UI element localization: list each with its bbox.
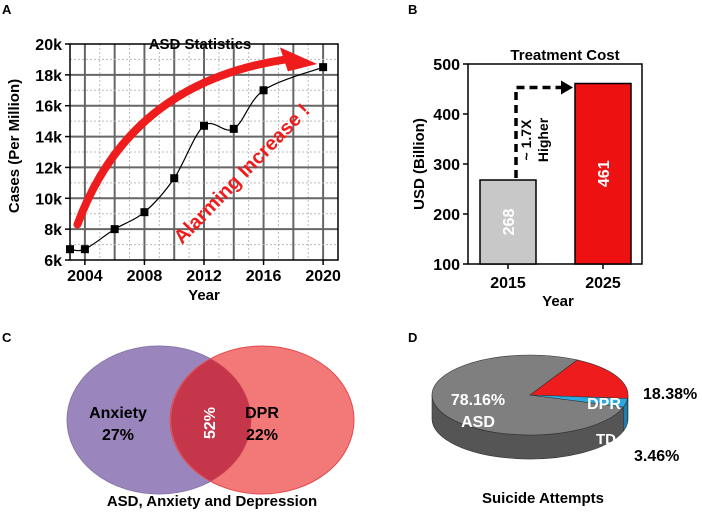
panel-b-xtick-label: 2025	[585, 275, 621, 292]
panel-b-annotation-1: ~ 1.7X	[518, 119, 534, 161]
panel-b-annotation-2: Higher	[535, 117, 551, 162]
panel-a-letter: A	[2, 2, 12, 17]
panel-a-x-ticks: 2004 2008 2012 2016 2020	[67, 260, 341, 285]
panel-c-letter: C	[2, 330, 12, 345]
panel-a-xtick-label: 2008	[127, 268, 163, 285]
panel-a-ytick-label: 10k	[35, 191, 62, 208]
panel-b-y-ticks: 100 200 300 400 500	[433, 57, 468, 274]
venn-dpr-value: 22%	[246, 427, 278, 444]
panel-b-bar-value-label: 461	[596, 160, 613, 187]
panel-a: A 6k 8k 10k 12k 14k 16k 18k 20k 2004 2008 2012 201…	[2, 2, 341, 304]
panel-b-ytick-label: 500	[433, 57, 460, 74]
panel-a-data-point	[260, 86, 268, 94]
panel-b-xtick-label: 2015	[490, 275, 526, 292]
panel-a-data-point	[140, 208, 148, 216]
panel-a-ytick-label: 6k	[44, 253, 62, 270]
venn-dpr-label: DPR	[245, 405, 279, 422]
venn-anxiety-label: Anxiety	[89, 405, 147, 422]
panel-a-data-point	[66, 245, 74, 253]
panel-a-ytick-label: 18k	[35, 68, 62, 85]
panel-d: D 78.16% ASD DPR TD 18.38% 3.46% Suicide…	[408, 330, 697, 507]
panel-b-letter: B	[408, 2, 417, 17]
panel-a-increase-arrow	[77, 59, 285, 224]
panel-b-ytick-label: 400	[433, 107, 460, 124]
panel-c-title: ASD, Anxiety and Depression	[107, 493, 317, 510]
panel-b-ytick-label: 200	[433, 207, 460, 224]
panel-c: C Anxiety 27% DPR 22% 52% ASD, Anxiety a…	[2, 330, 354, 510]
panel-b-ytick-label: 100	[433, 257, 460, 274]
panel-a-data-point	[170, 174, 178, 182]
panel-b: B 100 200 300 400 500 2015 2025 268 461 ~ 1.7X…	[408, 2, 642, 310]
panel-a-xtick-label: 2016	[246, 268, 282, 285]
panel-a-xtick-label: 2004	[67, 268, 103, 285]
pie-dpr-label: DPR	[587, 396, 621, 413]
panel-b-bar-value-label: 268	[501, 209, 518, 236]
pie-asd-value: 78.16%	[451, 392, 505, 409]
panel-a-ytick-label: 20k	[35, 37, 62, 54]
panel-b-ylabel: USD (Billion)	[411, 118, 428, 210]
panel-a-ytick-label: 16k	[35, 99, 62, 116]
panel-a-data-point	[319, 63, 327, 71]
panel-a-xtick-label: 2020	[305, 268, 341, 285]
panel-b-title: Treatment Cost	[510, 47, 619, 64]
panel-a-ytick-label: 14k	[35, 130, 62, 147]
venn-anxiety-value: 27%	[102, 427, 134, 444]
panel-a-ylabel: Cases (Per Million)	[6, 79, 23, 213]
panel-b-bars: 268 461	[480, 84, 631, 265]
panel-a-xlabel: Year	[188, 287, 220, 304]
panel-a-data-point	[200, 122, 208, 130]
panel-b-x-ticks: 2015 2025	[490, 264, 621, 292]
panel-a-data-point	[111, 225, 119, 233]
panel-a-data-point	[81, 245, 89, 253]
panel-b-dashed-arrowhead	[561, 81, 573, 95]
panel-d-letter: D	[408, 330, 417, 345]
panel-b-ytick-label: 300	[433, 157, 460, 174]
panel-a-ytick-label: 12k	[35, 160, 62, 177]
pie-asd-label: ASD	[461, 414, 495, 431]
panel-a-ytick-label: 8k	[44, 222, 62, 239]
panel-a-y-ticks: 6k 8k 10k 12k 14k 16k 18k 20k	[35, 37, 70, 270]
panel-a-title: ASD Statistics	[149, 36, 252, 53]
venn-overlap-value: 52%	[202, 407, 219, 439]
panel-b-xlabel: Year	[542, 293, 574, 310]
pie-td-label: TD	[596, 431, 616, 448]
panel-a-xtick-label: 2012	[186, 268, 222, 285]
pie-dpr-value: 18.38%	[643, 386, 697, 403]
pie-td-value: 3.46%	[634, 448, 679, 465]
panel-a-data-point	[230, 125, 238, 133]
panel-d-title: Suicide Attempts	[482, 490, 604, 507]
